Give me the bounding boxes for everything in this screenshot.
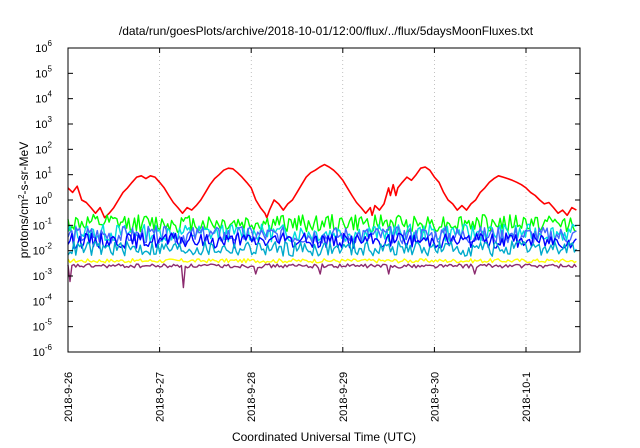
series-line-0 (67, 163, 577, 219)
y-tick-base: 10 (33, 220, 45, 232)
y-tick-base: 10 (35, 170, 47, 182)
y-tick-label-5: 10-1 (33, 216, 53, 232)
x-axis: 2018-9-26 2018-9-27 2018-9-28 2018-9-29 2018… (63, 48, 533, 422)
y-tick-exponent: -5 (45, 318, 53, 327)
y-tick-label-8: 102 (35, 140, 52, 156)
y-tick-label-0: 10-6 (33, 343, 53, 359)
y-tick-base: 10 (35, 195, 47, 207)
grid (67, 48, 527, 352)
y-tick-label-4: 10-2 (33, 242, 53, 258)
y-tick-base: 10 (35, 94, 47, 106)
y-tick-label-2: 10-4 (33, 292, 53, 308)
plot-frame (67, 47, 581, 353)
series-line-7 (67, 263, 577, 289)
y-tick-exponent: 6 (48, 39, 53, 48)
x-tick-label-1: 2018-9-27 (155, 372, 167, 422)
x-axis-label: Coordinated Universal Time (UTC) (232, 430, 416, 444)
series-line-4 (67, 232, 577, 249)
y-tick-label-3: 10-3 (33, 267, 53, 283)
y-tick-exponent: 1 (48, 166, 53, 175)
y-tick-exponent: 4 (48, 90, 53, 99)
y-tick-exponent: 5 (48, 64, 53, 73)
y-tick-base: 10 (33, 271, 45, 283)
y-tick-label-7: 101 (35, 166, 52, 182)
y-tick-label-6: 100 (35, 191, 52, 207)
x-tick-label-3: 2018-9-29 (338, 372, 350, 422)
y-tick-exponent: 2 (48, 140, 53, 149)
y-tick-base: 10 (33, 246, 45, 258)
y-axis-label-text: protons/cm (17, 199, 31, 258)
chart-title: /data/run/goesPlots/archive/2018-10-01/1… (119, 24, 534, 38)
y-tick-exponent: -4 (45, 292, 53, 301)
x-tick-label-2: 2018-9-28 (246, 372, 258, 422)
y-tick-exponent: 3 (48, 115, 53, 124)
y-axis: 10-610-510-410-310-210-11001011021031041… (33, 39, 580, 359)
y-tick-base: 10 (35, 68, 47, 80)
y-tick-exponent: -2 (45, 242, 53, 251)
y-tick-label-10: 104 (35, 90, 52, 106)
y-tick-exponent: 0 (48, 191, 53, 200)
y-tick-exponent: -1 (45, 216, 53, 225)
x-tick-label-0: 2018-9-26 (63, 372, 75, 422)
y-tick-label-9: 103 (35, 115, 52, 131)
series-line-6 (67, 258, 577, 264)
y-tick-label-1: 10-5 (33, 318, 53, 334)
y-tick-base: 10 (35, 119, 47, 131)
y-axis-label-superscript: 2 (17, 194, 26, 199)
x-tick-label-4: 2018-9-30 (429, 372, 441, 422)
y-axis-label: protons/cm2-s-sr-MeV (17, 142, 31, 258)
x-tick-label-5: 2018-10-1 (521, 372, 533, 422)
y-tick-exponent: -6 (45, 343, 53, 352)
y-tick-exponent: -3 (45, 267, 53, 276)
y-axis-label-unit: -s-sr-MeV (17, 142, 31, 195)
y-tick-base: 10 (33, 296, 45, 308)
series-line-3 (67, 225, 577, 245)
series-line-1 (67, 213, 577, 233)
y-tick-base: 10 (33, 347, 45, 359)
y-tick-base: 10 (33, 322, 45, 334)
y-tick-label-11: 105 (35, 64, 52, 80)
series-group (67, 163, 577, 289)
y-tick-label-12: 106 (35, 39, 52, 55)
y-tick-base: 10 (35, 144, 47, 156)
y-tick-base: 10 (35, 43, 47, 55)
series-line-5 (67, 240, 577, 257)
